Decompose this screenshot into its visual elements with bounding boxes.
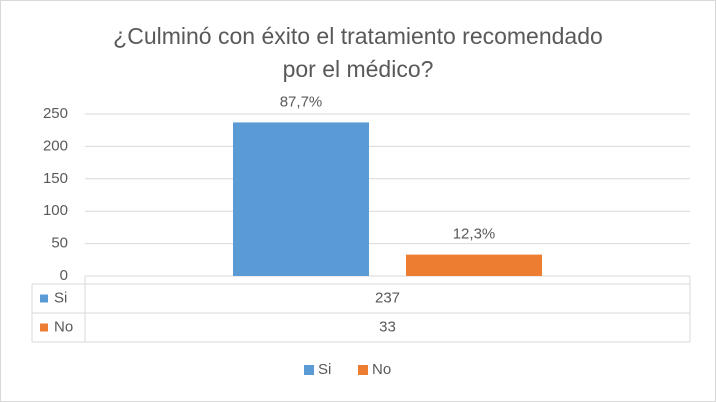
y-tick-label: 150 [43,170,68,187]
data-label: 12,3% [453,226,496,243]
y-tick-label: 50 [51,235,68,252]
bar [406,254,542,276]
table-key [40,294,48,303]
y-tick-label: 200 [43,137,68,154]
data-label: 87,7% [280,93,323,110]
chart-title: ¿Culminó con éxito el tratamiento recome… [113,23,603,82]
y-tick-label: 0 [60,267,68,284]
table-row-label: No [54,318,73,335]
legend-label: Si [318,361,331,378]
table-value: 237 [375,289,400,306]
legend-label: No [372,361,391,378]
y-tick-label: 100 [43,202,68,219]
table-value: 33 [379,318,396,335]
legend-key [358,365,368,375]
y-tick-label: 250 [43,105,68,122]
table-row-label: Si [54,289,67,306]
legend-key [304,365,314,375]
bar [233,122,369,276]
table-key [40,323,48,332]
